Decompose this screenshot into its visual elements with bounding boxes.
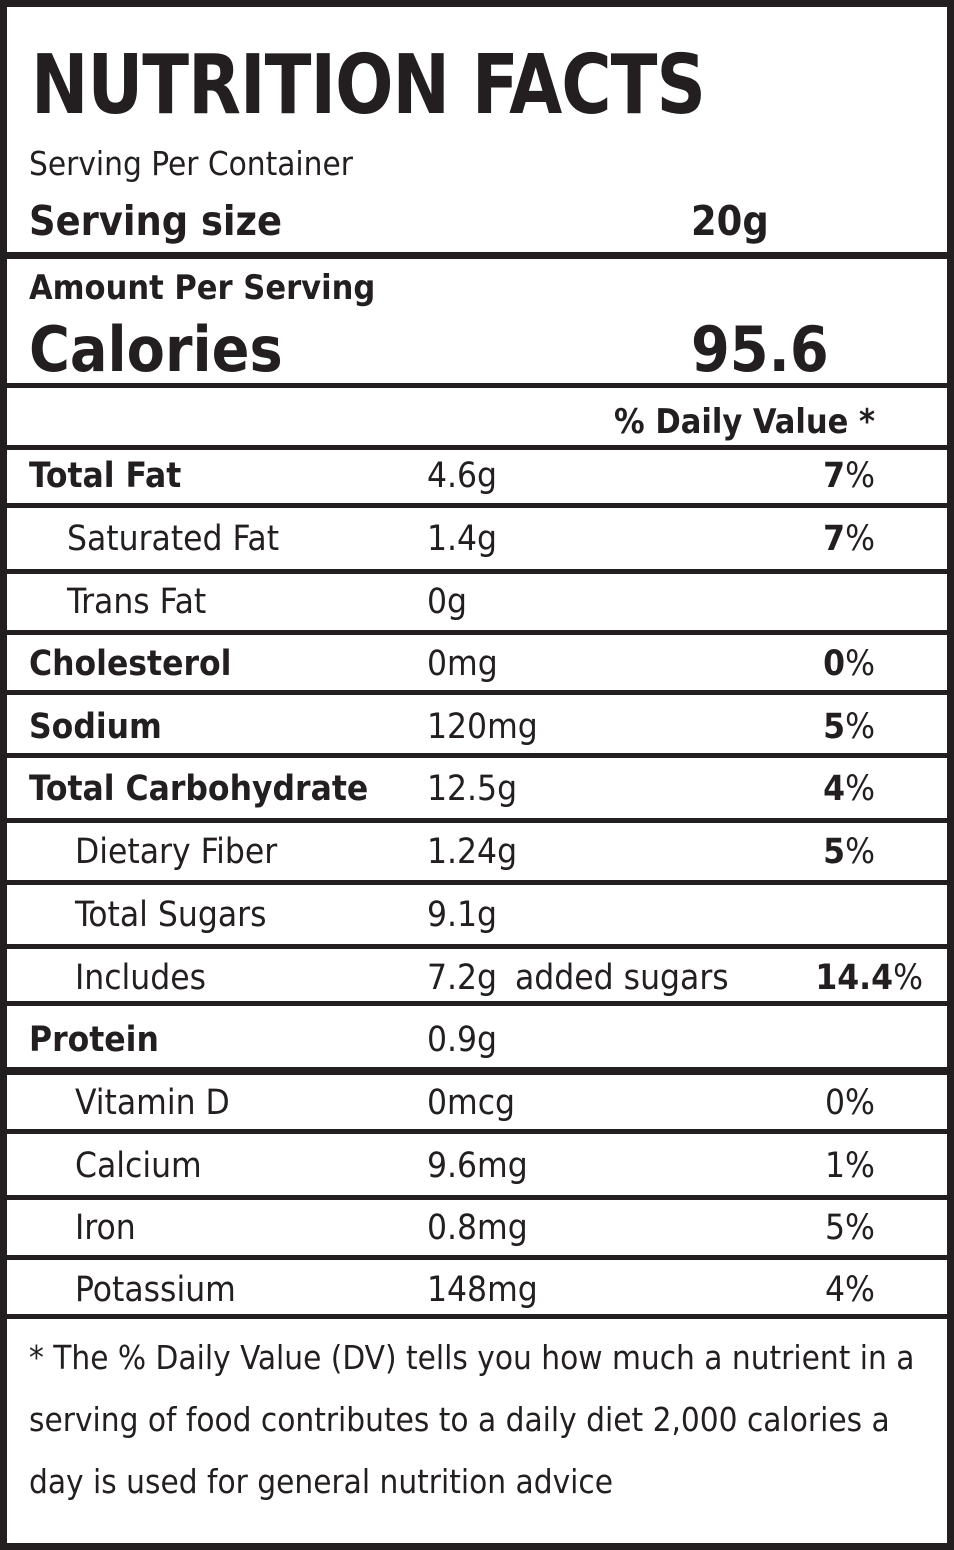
serving-size-value: 20g — [691, 197, 769, 245]
nutrient-daily-value: 5% — [823, 707, 875, 747]
divider — [7, 630, 947, 635]
serving-size-label: Serving size — [29, 197, 283, 245]
divider — [7, 445, 947, 450]
nutrient-name: Includes — [75, 958, 207, 998]
amount-per-serving: Amount Per Serving — [29, 268, 376, 308]
label-title: NUTRITION FACTS — [31, 38, 706, 133]
nutrient-name: Vitamin D — [75, 1083, 230, 1123]
divider — [7, 503, 947, 508]
nutrient-daily-value: 0% — [823, 644, 875, 684]
nutrient-daily-value: 7% — [823, 456, 875, 496]
nutrient-name: Cholesterol — [29, 644, 232, 684]
nutrient-daily-value: 14.4% — [815, 958, 923, 998]
divider — [7, 383, 947, 388]
nutrient-amount: 0mcg — [427, 1083, 516, 1123]
nutrient-amount: 0g — [427, 582, 468, 622]
daily-value-footnote: * The % Daily Value (DV) tells you how m… — [29, 1338, 915, 1501]
divider — [7, 944, 947, 949]
divider — [7, 1195, 947, 1200]
nutrient-name: Sodium — [29, 707, 162, 747]
nutrient-amount: 0mg — [427, 644, 498, 684]
nutrient-amount: 9.6mg — [427, 1146, 528, 1186]
nutrient-amount: 0.8mg — [427, 1208, 528, 1248]
nutrient-amount: 7.2g — [427, 958, 498, 998]
nutrient-daily-value: 7% — [823, 519, 875, 559]
nutrient-daily-value: 5% — [823, 832, 875, 872]
nutrient-amount: 1.4g — [427, 519, 498, 559]
nutrient-name: Calcium — [75, 1146, 202, 1186]
nutrient-name: Total Fat — [29, 456, 182, 496]
nutrient-name: Saturated Fat — [67, 519, 280, 559]
serving-per-container: Serving Per Container — [29, 144, 353, 183]
divider — [7, 569, 947, 574]
nutrient-name: Protein — [29, 1020, 159, 1060]
divider-thick — [7, 1067, 947, 1075]
nutrient-name: Total Sugars — [75, 895, 267, 935]
divider — [7, 880, 947, 885]
divider — [7, 1001, 947, 1006]
nutrient-daily-value: 5% — [825, 1208, 875, 1248]
calories-label: Calories — [29, 313, 283, 386]
nutrient-daily-value: 4% — [825, 1270, 875, 1310]
divider — [7, 1314, 947, 1319]
divider — [7, 818, 947, 823]
nutrient-daily-value: 4% — [823, 769, 875, 809]
nutrient-amount: 0.9g — [427, 1020, 498, 1060]
divider — [7, 1255, 947, 1260]
nutrient-name: Iron — [75, 1208, 136, 1248]
nutrient-name: Dietary Fiber — [75, 832, 278, 872]
daily-value-header: % Daily Value * — [614, 402, 875, 442]
divider — [7, 690, 947, 695]
divider — [7, 753, 947, 758]
nutrient-name: Potassium — [75, 1270, 236, 1310]
nutrient-daily-value: 0% — [825, 1083, 875, 1123]
nutrient-daily-value: 1% — [825, 1146, 875, 1186]
divider-thick — [7, 252, 947, 259]
nutrient-amount: 9.1g — [427, 895, 498, 935]
nutrient-name: Trans Fat — [67, 582, 207, 622]
calories-value: 95.6 — [691, 313, 829, 386]
nutrient-amount: 148mg — [427, 1270, 538, 1310]
nutrient-amount: 1.24g — [427, 832, 518, 872]
nutrient-name: Total Carbohydrate — [29, 769, 369, 809]
nutrient-amount: 120mg — [427, 707, 538, 747]
nutrient-extra-label: added sugars — [515, 958, 729, 998]
nutrient-amount: 12.5g — [427, 769, 518, 809]
nutrient-amount: 4.6g — [427, 456, 498, 496]
divider — [7, 1129, 947, 1134]
